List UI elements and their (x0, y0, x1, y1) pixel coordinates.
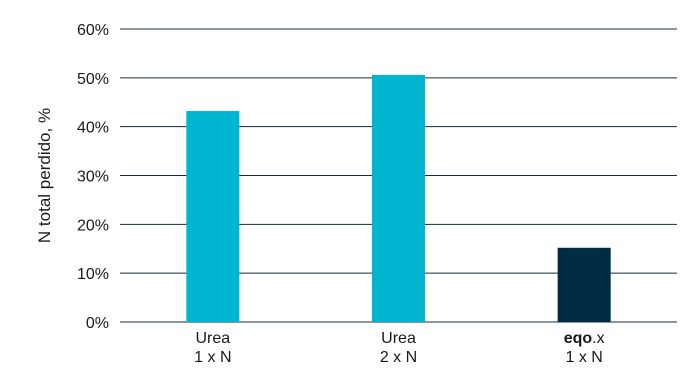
category-labels: Urea 1 x N Urea 2 x N eqo.x 1 x N (194, 330, 604, 366)
x-tick-label-line2: 1 x N (194, 349, 231, 366)
y-tick-label: 10% (77, 266, 109, 283)
bars (186, 74, 611, 322)
bar (372, 74, 425, 322)
y-tick-label: 50% (77, 71, 109, 88)
y-tick-label: 0% (86, 315, 109, 332)
y-tick-label: 30% (77, 169, 109, 186)
bar (186, 111, 240, 322)
x-tick-label-text: .x (592, 330, 604, 347)
x-tick-label: Urea (195, 330, 230, 347)
y-tick-label: 20% (77, 217, 109, 234)
x-tick-label-text: Urea (195, 330, 230, 347)
x-tick-label-line2: 1 x N (565, 349, 602, 366)
y-tick-label: 40% (77, 120, 109, 137)
x-tick-label-text: Urea (381, 330, 416, 347)
x-tick-label-line2: 2 x N (380, 349, 417, 366)
y-tick-labels: 0% 10% 20% 30% 40% 50% 60% (77, 22, 109, 332)
x-tick-label-bold: eqo (564, 330, 593, 347)
bar (557, 247, 611, 322)
x-tick-label: eqo.x (564, 330, 605, 347)
y-tick-label: 60% (77, 22, 109, 39)
x-tick-label: Urea (381, 330, 416, 347)
y-axis-title: N total perdido, % (35, 108, 54, 243)
